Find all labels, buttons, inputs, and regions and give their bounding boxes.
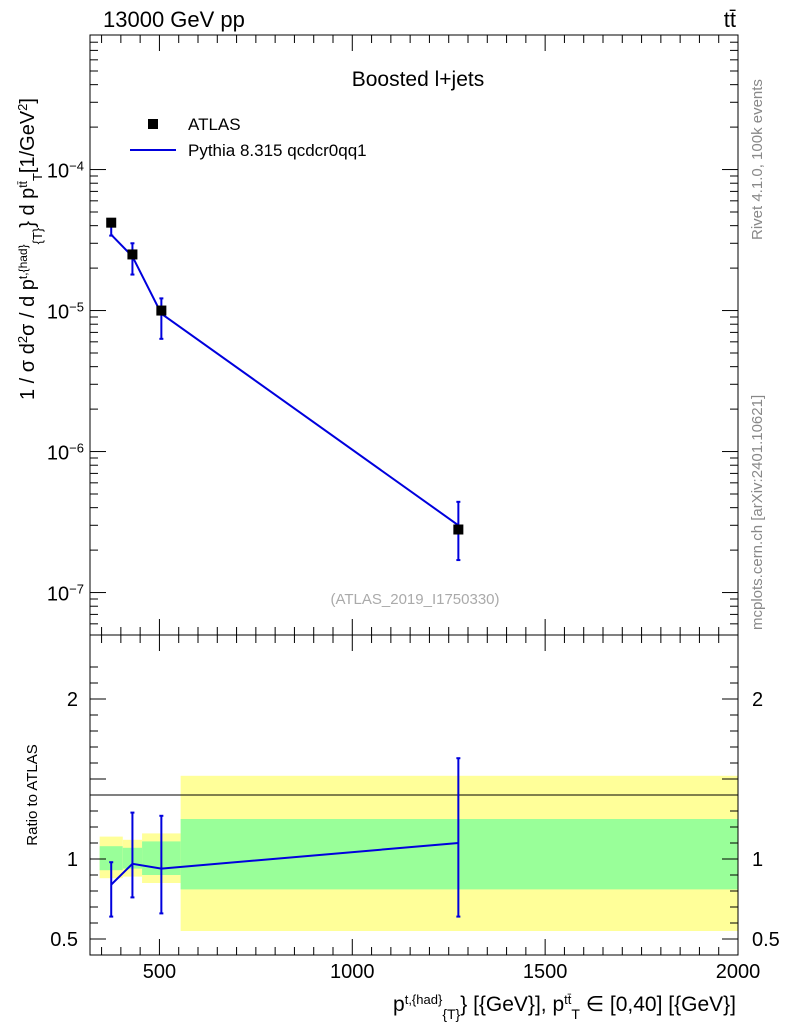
ratio-xlabel: pt,{had}{T}} [{GeV}], ptt̄T ∈ [0,40] [{G… (393, 992, 736, 1023)
ratio-ylabel: Ratio to ATLAS (24, 744, 41, 845)
y-tick-exponent: −6 (69, 440, 84, 455)
y-tick-label: 10−7 (47, 581, 84, 606)
ratio-y-tick-label: 2 (67, 689, 78, 711)
ratio-panel: 500 1000 1500 2000 0.5 0.5 1 1 2 2 Ratio to ATLAS… (24, 634, 780, 1023)
legend: ATLAS Pythia 8.315 qcdcr0qq1 (130, 115, 367, 160)
ratio-band-inner (99, 846, 123, 871)
rivet-label: Rivet 4.1.0, 100k events (749, 79, 766, 240)
ratio-y-tick-label: 1 (67, 849, 78, 871)
x-tick-label: 500 (143, 961, 176, 983)
x-tick-label: 1000 (330, 961, 375, 983)
y-tick-mantissa: 10 (47, 161, 69, 183)
main-data (106, 217, 464, 562)
main-ylabel: 1 / σ d2σ / d pt,{had}{T}} d ptt̄T[1/GeV… (15, 98, 45, 400)
main-panel: 10−710−610−510−4 Boosted l+jets (ATLAS_2… (15, 34, 739, 636)
legend-label-mc: Pythia 8.315 qcdcr0qq1 (188, 141, 367, 160)
ratio-y-tick-label: 0.5 (50, 929, 78, 951)
y-tick-label: 10−4 (47, 158, 84, 183)
ratio-ticks: 500 1000 1500 2000 0.5 0.5 1 1 2 2 (50, 635, 780, 983)
y-tick-label: 10−5 (47, 299, 84, 324)
legend-label-atlas: ATLAS (188, 115, 241, 134)
data-point (453, 524, 464, 535)
y-tick-mantissa: 10 (47, 302, 69, 324)
watermark: (ATLAS_2019_I1750330) (330, 591, 499, 608)
mc-line (110, 234, 459, 527)
data-point (156, 305, 167, 316)
main-y-ticks: 10−710−610−510−4 (47, 41, 738, 636)
main-x-ticks (101, 35, 739, 635)
ratio-y-tick-label: 0.5 (752, 929, 780, 951)
ratio-data (109, 757, 461, 918)
y-tick-mantissa: 10 (47, 584, 69, 606)
x-tick-label: 1500 (523, 961, 568, 983)
ratio-y-tick-label: 2 (752, 689, 763, 711)
y-tick-exponent: −5 (69, 299, 84, 314)
legend-marker-atlas (148, 119, 158, 129)
y-tick-label: 10−6 (47, 440, 84, 465)
x-tick-label: 2000 (716, 961, 761, 983)
data-point (127, 249, 138, 260)
chart-title: Boosted l+jets (352, 68, 485, 91)
ratio-y-tick-label: 1 (752, 849, 763, 871)
y-tick-mantissa: 10 (47, 443, 69, 465)
y-tick-exponent: −4 (69, 158, 84, 173)
data-point (106, 217, 117, 228)
energy-label: 13000 GeV pp (103, 7, 245, 32)
ratio-bands (99, 775, 739, 931)
process-label: tt̄ (724, 7, 736, 32)
ratio-mc-line (110, 842, 459, 886)
y-tick-exponent: −7 (69, 581, 84, 596)
mcplots-label: mcplots.cern.ch [arXiv:2401.10621] (749, 395, 766, 630)
